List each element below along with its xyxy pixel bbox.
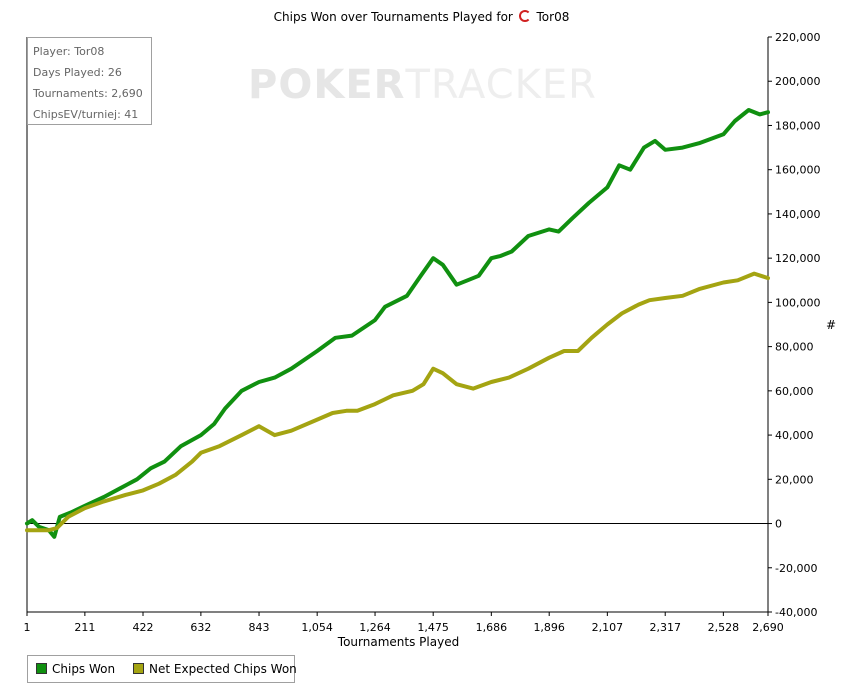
legend-swatch <box>133 663 144 674</box>
legend-item-chips-won[interactable]: Chips Won <box>36 662 115 676</box>
pokertracker-watermark: POKERTRACKER <box>248 62 597 108</box>
x-axis-label: Tournaments Played <box>337 635 460 649</box>
y-tick-label: -20,000 <box>775 562 817 575</box>
y-tick-label: 60,000 <box>775 385 814 398</box>
y-tick-label: 40,000 <box>775 429 814 442</box>
legend: Chips Won Net Expected Chips Won <box>27 655 297 683</box>
x-tick-label: 211 <box>74 621 95 634</box>
y-axis-label: # <box>826 318 837 332</box>
y-tick-label: 160,000 <box>775 164 821 177</box>
y-tick-label: 200,000 <box>775 75 821 88</box>
x-tick-label: 1,686 <box>476 621 508 634</box>
x-tick-label: 632 <box>190 621 211 634</box>
chart-title: Chips Won over Tournaments Played for To… <box>0 10 843 24</box>
y-tick-label: 140,000 <box>775 208 821 221</box>
info-days-played: Days Played: 26 <box>33 66 122 79</box>
pokerstars-logo-icon <box>518 10 531 22</box>
legend-label: Net Expected Chips Won <box>149 662 297 676</box>
x-tick-label: 1 <box>24 621 31 634</box>
legend-label: Chips Won <box>52 662 116 676</box>
x-tick-label: 843 <box>249 621 270 634</box>
x-tick-label: 1,264 <box>359 621 391 634</box>
x-tick-label: 2,690 <box>752 621 784 634</box>
legend-item-net-expected[interactable]: Net Expected Chips Won <box>133 662 297 676</box>
y-tick-label: -40,000 <box>775 606 817 619</box>
legend-swatch <box>36 663 47 674</box>
info-chipsev: ChipsEV/turniej: 41 <box>33 108 139 121</box>
y-tick-label: 180,000 <box>775 119 821 132</box>
chart-title-player: Tor08 <box>536 10 570 24</box>
x-tick-label: 422 <box>133 621 154 634</box>
x-tick-label: 2,107 <box>592 621 624 634</box>
y-tick-label: 100,000 <box>775 296 821 309</box>
info-player: Player: Tor08 <box>33 45 105 58</box>
watermark-bold: POKER <box>248 62 406 108</box>
info-tournaments: Tournaments: 2,690 <box>33 87 143 100</box>
series-line-chips-won <box>25 108 770 539</box>
x-tick-label: 2,528 <box>708 621 740 634</box>
x-tick-label: 1,896 <box>533 621 565 634</box>
chart-title-text: Chips Won over Tournaments Played for <box>273 10 513 24</box>
y-tick-label: 220,000 <box>775 31 821 44</box>
watermark-thin: TRACKER <box>405 62 597 108</box>
series-line-net-expected-chips-won <box>25 271 770 533</box>
y-tick-label: 0 <box>775 518 782 531</box>
player-info-box: Player: Tor08 Days Played: 26 Tournament… <box>27 37 152 125</box>
x-tick-label: 1,475 <box>417 621 449 634</box>
y-tick-label: 120,000 <box>775 252 821 265</box>
x-tick-label: 1,054 <box>301 621 333 634</box>
y-tick-label: 20,000 <box>775 473 814 486</box>
x-tick-label: 2,317 <box>649 621 681 634</box>
y-tick-label: 80,000 <box>775 341 814 354</box>
